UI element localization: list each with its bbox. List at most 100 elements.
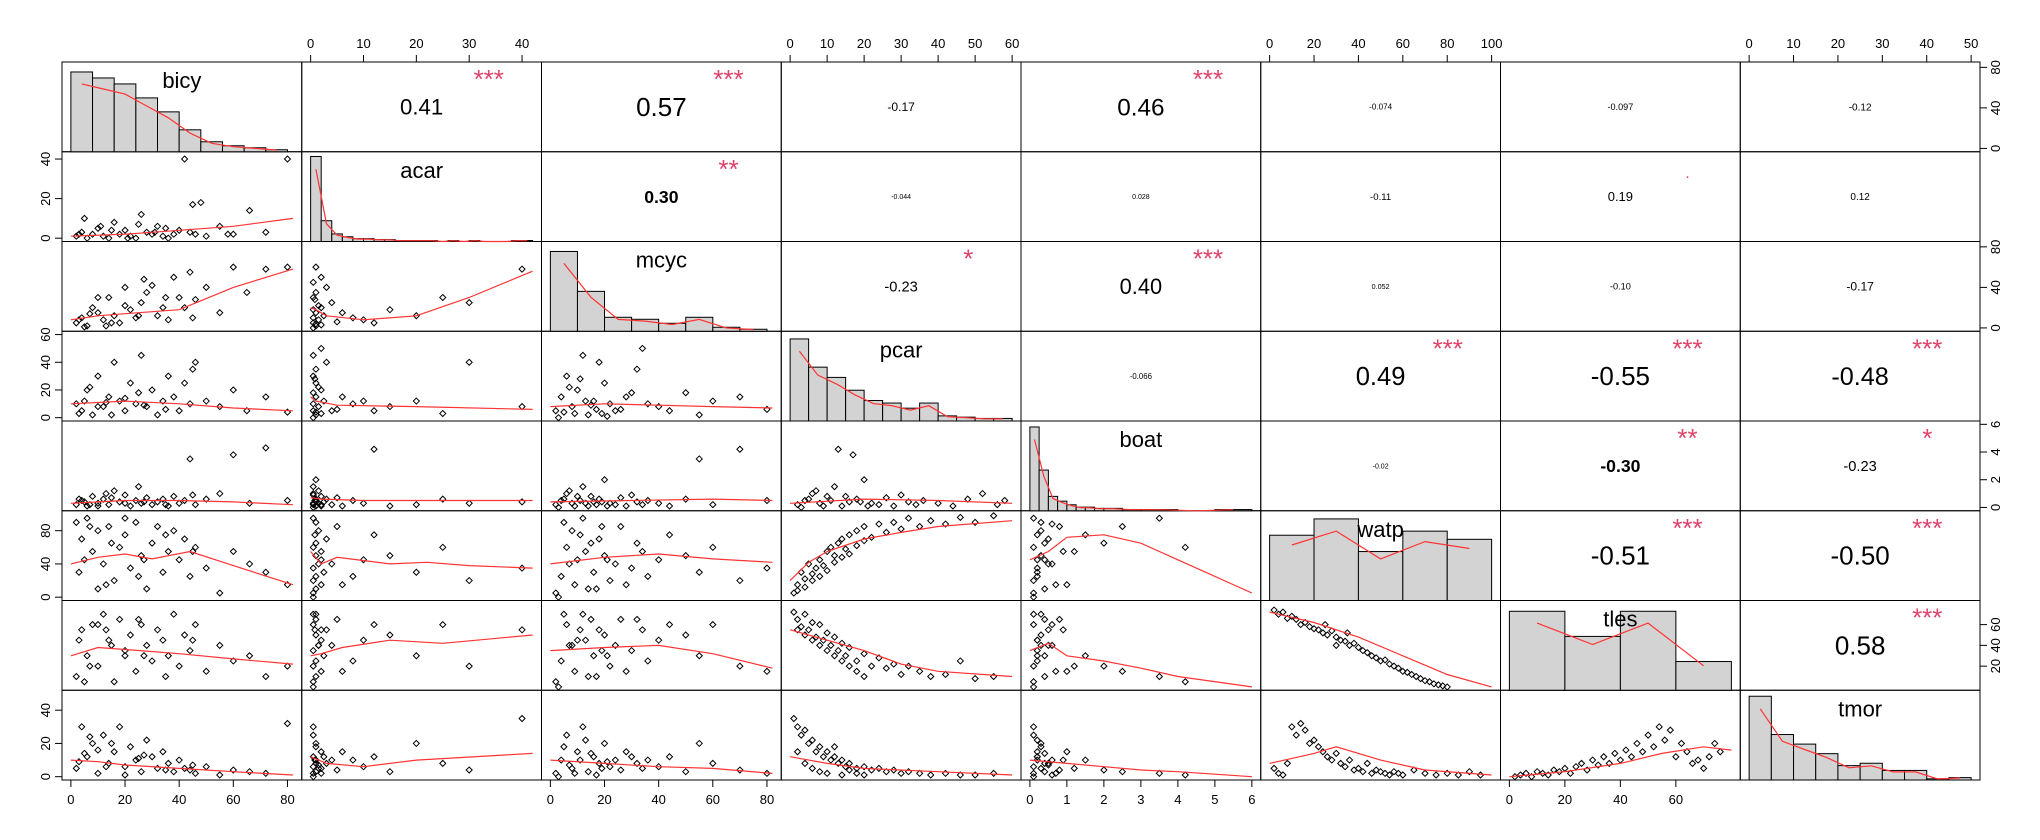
scatter-point: [202, 564, 210, 572]
scatter-point: [170, 526, 178, 535]
scatter-point: [736, 662, 744, 670]
scatter-point: [262, 672, 270, 681]
scatter-point: [557, 657, 565, 665]
scatter-point: [1711, 739, 1719, 748]
scatter-point: [86, 522, 94, 531]
scatter-point: [1683, 748, 1691, 756]
scatter-point: [1314, 743, 1323, 751]
scatter-point: [80, 397, 89, 405]
scatter-point: [370, 407, 378, 415]
scatter-point: [919, 496, 928, 505]
scatter-point: [576, 626, 584, 634]
scatter-point: [110, 487, 118, 495]
scatter-point: [565, 560, 574, 568]
scatter-point: [644, 657, 652, 665]
scatter-point: [808, 636, 817, 644]
scatter-point: [552, 769, 560, 778]
correlation-value: -0.23: [1843, 459, 1876, 475]
scatter-point: [841, 652, 850, 660]
scatter-point: [1029, 514, 1038, 522]
scatter-point: [838, 771, 846, 779]
scatter-point: [134, 312, 143, 320]
scatter-point: [1029, 543, 1038, 552]
scatter-point: [1588, 756, 1597, 764]
smooth-line: [1029, 759, 1252, 778]
scatter-point: [370, 445, 378, 453]
scatter-point: [557, 496, 565, 505]
correlation-value: -0.17: [887, 100, 915, 114]
scatter-point: [142, 228, 151, 236]
scatter-point: [838, 535, 846, 543]
scatter-point: [1037, 764, 1045, 773]
y-tick-label-boat: 4: [1988, 448, 2003, 455]
scatter-point: [1354, 643, 1363, 652]
scatter-point: [897, 491, 905, 499]
scatter-point: [170, 610, 178, 618]
scatter-point: [309, 499, 317, 507]
x-tick-label-tmor: 20: [1831, 36, 1845, 51]
scatter-point: [216, 771, 224, 779]
scatter-point: [941, 670, 950, 679]
scatter-point: [105, 522, 113, 531]
scatter-point: [465, 766, 473, 774]
scatter-point: [804, 739, 813, 748]
scatter-point: [124, 234, 132, 242]
scatter-point: [989, 769, 998, 778]
density-line-mcyc: [563, 263, 754, 331]
scatter-point: [328, 641, 336, 650]
scatter-point: [823, 748, 831, 756]
scatter-point: [105, 234, 113, 242]
scatter-point: [1611, 749, 1619, 758]
x-tick-label-tles: 40: [1613, 792, 1627, 807]
scatter-point: [1301, 726, 1309, 734]
scatter-point: [148, 657, 156, 665]
scatter-point: [110, 218, 118, 227]
scatter-point: [164, 234, 173, 242]
scatter-point: [137, 551, 145, 560]
scatter-point: [94, 224, 102, 232]
scatter-point: [359, 636, 368, 644]
scatter-point: [159, 636, 167, 644]
scatter-point: [600, 551, 609, 560]
scatter-point: [790, 589, 798, 597]
scatter-point: [1544, 771, 1552, 779]
scatter-point: [638, 764, 647, 773]
scatter-point: [816, 556, 824, 564]
scatter-point: [797, 503, 805, 512]
scatter-point: [188, 491, 197, 499]
scatter-point: [191, 543, 200, 552]
scatter-point: [333, 522, 341, 531]
scatter-point: [1029, 620, 1038, 629]
scatter-point: [695, 455, 703, 463]
scatter-point: [1363, 759, 1372, 768]
scatter-point: [949, 502, 957, 510]
scatter-point: [175, 662, 183, 670]
scatter-point: [412, 652, 421, 660]
scatter-point: [611, 756, 620, 764]
smooth-line: [70, 550, 294, 586]
scatter-point: [890, 502, 898, 510]
scatter-point: [1048, 520, 1056, 528]
scatter-point: [320, 568, 328, 576]
scatter-point: [665, 407, 674, 415]
scatter-point: [1403, 668, 1411, 677]
scatter-point: [309, 372, 317, 380]
scatter-point: [322, 495, 331, 503]
scatter-point: [164, 652, 173, 660]
scatter-point: [856, 498, 865, 506]
scatter-point: [88, 547, 97, 556]
scatter-point: [309, 772, 317, 781]
y-tick-label-pcar: 0: [38, 414, 53, 421]
scatter-point: [309, 678, 317, 686]
histogram-bar-watp: [1402, 530, 1448, 601]
scatter-point: [99, 560, 108, 568]
scatter-point: [627, 564, 636, 572]
scatter-point: [314, 383, 323, 391]
scatter-point: [370, 753, 378, 761]
panel-frame-5-0: [61, 510, 303, 601]
scatter-point: [1381, 769, 1389, 778]
scatter-point: [915, 769, 924, 778]
x-tick-label-watp: 20: [1307, 36, 1321, 51]
scatter-point: [439, 293, 447, 302]
scatter-point: [1037, 743, 1045, 751]
